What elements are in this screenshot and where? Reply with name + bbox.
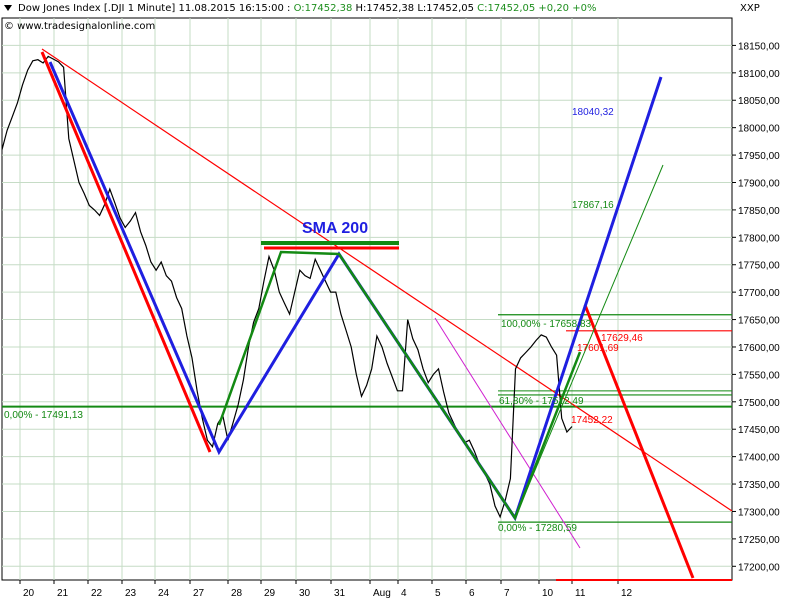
y-tick-label: 17450,00 [738,425,780,436]
magenta-trendline [434,317,581,549]
y-tick-label: 17600,00 [738,343,780,354]
y-tick-label: 17750,00 [738,261,780,272]
x-tick-label: 23 [125,588,137,599]
y-tick-label: 17200,00 [738,562,780,573]
y-tick-label: 18100,00 [738,69,780,80]
y-tick-label: 17500,00 [738,398,780,409]
x-tick-label: 22 [91,588,103,599]
chart-title: Dow Jones Index [.DJI 1 Minute] 11.08.20… [18,3,284,14]
menu-triangle-icon[interactable] [3,3,13,13]
green-wave-line [217,250,582,521]
x-tick-label: 27 [193,588,205,599]
level-annotation: 17601,69 [577,343,619,354]
x-tick-label: 28 [231,588,243,599]
x-tick-label: 12 [621,588,633,599]
x-tick-label: 6 [469,588,475,599]
y-tick-label: 17950,00 [738,151,780,162]
x-tick-label: 29 [264,588,276,599]
y-tick-label: 17700,00 [738,288,780,299]
y-tick-label: 17550,00 [738,370,780,381]
y-tick-label: 18000,00 [738,124,780,135]
x-tick-label: 5 [435,588,441,599]
price-line [1,55,573,519]
x-tick-label: 24 [158,588,170,599]
high-low-value: H:17452,38 L:17452,05 [355,3,474,14]
green-thin-line [514,164,664,519]
copyright-text: © www.tradesignalonline.com [4,21,156,32]
x-tick-label: 20 [23,588,35,599]
level-annotation: 17629,46 [601,333,643,344]
y-tick-label: 18150,00 [738,41,780,52]
level-annotation: 0,00% - 17491,13 [4,410,83,421]
close-value: C:17452,05 +0,20 +0% [477,3,597,14]
level-annotation: 61,80% - 17512,49 [499,396,584,407]
y-tick-label: 18050,00 [738,96,780,107]
y-tick-label: 17650,00 [738,316,780,327]
x-tick-label: 30 [299,588,311,599]
red-projection-line [583,304,695,579]
red-trendline [41,48,733,512]
y-tick-label: 17250,00 [738,535,780,546]
y-tick-label: 17350,00 [738,480,780,491]
x-tick-label: 7 [504,588,510,599]
x-tick-label: 11 [575,588,586,599]
red-wave-line [40,51,212,453]
y-tick-label: 17800,00 [738,233,780,244]
y-tick-label: 17300,00 [738,507,780,518]
chart-header: Dow Jones Index [.DJI 1 Minute] 11.08.20… [0,0,800,18]
x-tick-label: Aug [373,588,391,599]
y-tick-label: 17900,00 [738,178,780,189]
ticker-label: XXP [740,3,760,14]
y-tick-label: 17850,00 [738,206,780,217]
open-value: O:17452,38 [293,3,353,14]
level-annotation: 0,00% - 17280,59 [498,523,577,534]
x-tick-label: 21 [57,588,69,599]
x-tick-label: 31 [334,588,346,599]
plot-frame [1,17,733,581]
level-annotation: 17867,16 [572,200,614,211]
x-tick-label: 4 [401,588,407,599]
level-annotation: 100,00% - 17658,83 [501,319,592,330]
y-tick-label: 17400,00 [738,453,780,464]
x-tick-label: 10 [542,588,554,599]
level-annotation: 18040,32 [572,107,614,118]
sma200-label: SMA 200 [302,220,368,237]
level-annotation: 17452,22 [571,415,613,426]
